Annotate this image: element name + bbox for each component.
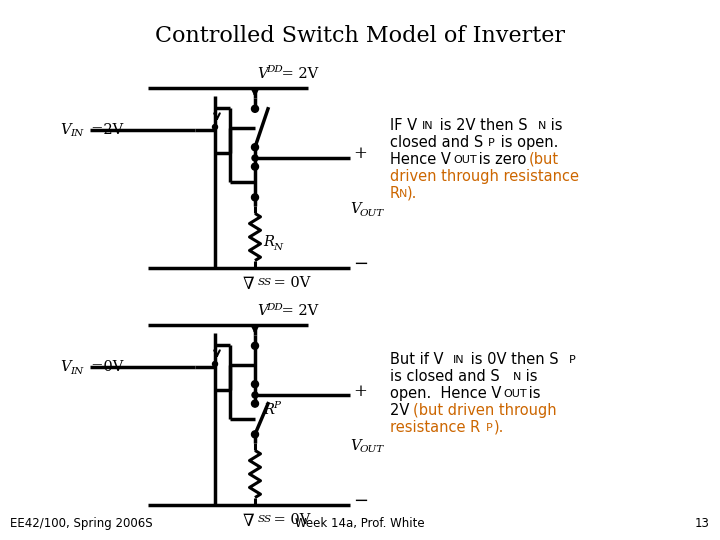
Text: (but driven through: (but driven through bbox=[413, 403, 557, 418]
Text: driven through resistance: driven through resistance bbox=[390, 169, 579, 184]
Text: is zero: is zero bbox=[474, 152, 531, 167]
Text: is open.: is open. bbox=[496, 135, 559, 150]
Text: OUT: OUT bbox=[453, 155, 477, 165]
Circle shape bbox=[251, 400, 258, 407]
Text: is closed and S: is closed and S bbox=[390, 369, 500, 384]
Text: V: V bbox=[350, 202, 361, 216]
Text: OUT: OUT bbox=[360, 446, 384, 455]
Text: SS: SS bbox=[258, 278, 272, 287]
Text: Controlled Switch Model of Inverter: Controlled Switch Model of Inverter bbox=[155, 25, 565, 47]
Text: N: N bbox=[513, 372, 521, 382]
Text: +: + bbox=[353, 382, 367, 400]
Circle shape bbox=[252, 155, 258, 161]
Circle shape bbox=[251, 431, 258, 438]
Text: = 2V: = 2V bbox=[277, 67, 318, 81]
Text: 13: 13 bbox=[695, 517, 710, 530]
Text: SS: SS bbox=[258, 515, 272, 524]
Text: P: P bbox=[486, 423, 492, 433]
Text: IN: IN bbox=[453, 355, 464, 365]
Text: OUT: OUT bbox=[503, 389, 526, 399]
Text: OUT: OUT bbox=[360, 208, 384, 218]
Text: (but: (but bbox=[529, 152, 559, 167]
Circle shape bbox=[251, 105, 258, 112]
Text: V: V bbox=[257, 67, 268, 81]
Text: is 2V then S: is 2V then S bbox=[435, 118, 528, 133]
Text: R: R bbox=[390, 186, 400, 201]
Text: −: − bbox=[353, 255, 368, 273]
Text: V: V bbox=[60, 123, 71, 137]
Text: ∇: ∇ bbox=[243, 513, 255, 530]
Text: V: V bbox=[350, 439, 361, 453]
Text: IF V: IF V bbox=[390, 118, 417, 133]
Text: 2V: 2V bbox=[390, 403, 414, 418]
Text: Week 14a, Prof. White: Week 14a, Prof. White bbox=[295, 517, 425, 530]
Text: is 0V then S: is 0V then S bbox=[466, 352, 559, 367]
Text: V: V bbox=[60, 360, 71, 374]
Text: But if V: But if V bbox=[390, 352, 444, 367]
Text: P: P bbox=[273, 401, 280, 409]
Text: EE42/100, Spring 2006S: EE42/100, Spring 2006S bbox=[10, 517, 153, 530]
Text: IN: IN bbox=[422, 121, 433, 131]
Text: =0V: =0V bbox=[82, 360, 123, 374]
Text: ∇: ∇ bbox=[243, 276, 255, 293]
Text: +: + bbox=[353, 145, 367, 163]
Text: IN: IN bbox=[70, 130, 84, 138]
Text: is: is bbox=[524, 386, 541, 401]
Text: is: is bbox=[521, 369, 538, 384]
Text: N: N bbox=[538, 121, 546, 131]
Circle shape bbox=[212, 125, 217, 130]
Text: IN: IN bbox=[70, 367, 84, 375]
Text: N: N bbox=[399, 189, 408, 199]
Text: = 2V: = 2V bbox=[277, 304, 318, 318]
Text: resistance R: resistance R bbox=[390, 420, 480, 435]
Text: =2V: =2V bbox=[82, 123, 123, 137]
Text: P: P bbox=[569, 355, 576, 365]
Text: −: − bbox=[353, 492, 368, 510]
Text: Hence V: Hence V bbox=[390, 152, 451, 167]
Circle shape bbox=[251, 163, 258, 170]
Text: N: N bbox=[273, 242, 282, 252]
Circle shape bbox=[251, 381, 258, 388]
Text: ).: ). bbox=[494, 420, 505, 435]
Circle shape bbox=[252, 392, 258, 398]
Circle shape bbox=[251, 194, 258, 201]
Text: DD: DD bbox=[266, 302, 283, 312]
Text: R: R bbox=[263, 235, 274, 249]
Text: = 0V: = 0V bbox=[269, 276, 310, 290]
Text: = 0V: = 0V bbox=[269, 513, 310, 527]
Text: DD: DD bbox=[266, 65, 283, 75]
Text: P: P bbox=[488, 138, 495, 148]
Text: R: R bbox=[263, 403, 274, 417]
Text: is: is bbox=[546, 118, 562, 133]
Circle shape bbox=[251, 342, 258, 349]
Circle shape bbox=[212, 361, 217, 367]
Circle shape bbox=[251, 144, 258, 151]
Text: closed and S: closed and S bbox=[390, 135, 483, 150]
Text: open.  Hence V: open. Hence V bbox=[390, 386, 501, 401]
Text: V: V bbox=[257, 304, 268, 318]
Text: ).: ). bbox=[407, 186, 418, 201]
